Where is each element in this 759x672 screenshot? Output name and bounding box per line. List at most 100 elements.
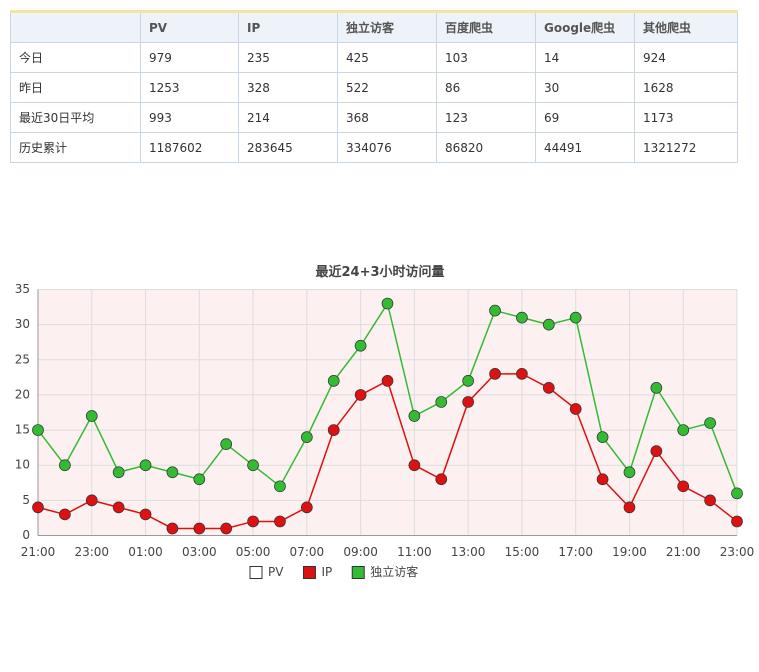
data-point [220,438,233,450]
chart: 最近24+3小时访问量 21:00 23:00 01:00 03:00 05:00 07:… [15,264,755,579]
x-tick-label: 21:00 [21,545,56,559]
data-point [408,459,421,472]
plot-area [38,289,737,536]
data-point [435,473,448,486]
data-point [274,480,286,493]
table-cell: 历史累计 [10,132,141,163]
y-tick-label: 35 [15,282,30,296]
table-cell: 1628 [634,72,738,103]
table-cell: IP [238,11,338,43]
data-point [381,375,394,387]
legend-label: 独立访客 [370,564,418,579]
table-cell: 昨日 [10,72,141,103]
table-cell: 69 [535,102,635,133]
data-point [516,367,528,380]
data-point [220,522,233,535]
data-point [650,445,663,458]
data-point [677,480,690,493]
x-tick-label: 13:00 [451,545,486,559]
data-point [327,424,340,436]
table-cell: 425 [337,42,437,73]
data-point [193,473,206,486]
legend-swatch [249,566,263,579]
table-row: 今日 979 235 425 103 14 924 [10,42,738,73]
data-point [731,487,743,500]
data-point [489,367,501,380]
data-point [85,410,98,422]
x-tick-label: 19:00 [612,545,647,559]
data-point [166,522,179,535]
x-tick-label: 23:00 [720,545,755,559]
table-cell: 522 [337,72,437,103]
data-point [300,431,313,443]
data-point [489,304,501,317]
data-point [32,501,44,514]
data-point [408,410,421,422]
data-point [112,501,125,514]
data-point [650,382,663,394]
data-point [32,424,44,436]
table-cell: 123 [436,102,536,133]
table-cell: 235 [238,42,338,73]
x-tick-label: 21:00 [666,545,701,559]
table-cell: 86820 [436,132,536,163]
x-tick-label: 03:00 [182,545,217,559]
x-tick-label: 23:00 [74,545,109,559]
x-tick-label: 05:00 [236,545,271,559]
y-tick-label: 25 [15,352,30,366]
legend-swatch [302,566,316,579]
data-point [166,466,179,479]
data-point [354,389,367,401]
legend-label: IP [321,565,332,579]
data-point [704,494,716,507]
data-point [516,311,528,324]
table-cell: 14 [535,42,635,73]
stats-table: PV IP 独立访客 百度爬虫 Google爬虫 其他爬虫 今日 979 235 425 103 14… [10,10,738,163]
data-point [731,515,743,528]
data-point [247,515,259,528]
y-tick-label: 15 [15,423,30,437]
legend-label: PV [268,565,284,579]
data-point [300,501,313,514]
x-tick-label: 17:00 [558,545,593,559]
data-point [354,339,367,352]
data-point [247,459,259,472]
table-cell: 368 [337,102,437,133]
x-tick-label: 01:00 [128,545,163,559]
data-point [596,431,609,443]
table-cell: 979 [140,42,239,73]
table-cell: 993 [140,102,239,133]
data-point [139,508,152,521]
table-cell: 1187602 [140,132,239,163]
y-tick-label: 0 [22,528,30,542]
table-cell: 独立访客 [337,11,437,43]
y-tick-label: 10 [15,458,30,472]
data-point [112,466,125,479]
data-point [704,417,716,429]
table-cell: 30 [535,72,635,103]
data-point [542,382,555,394]
y-tick-label: 5 [22,493,30,507]
data-point [623,501,636,514]
page: PV IP 独立访客 百度爬虫 Google爬虫 其他爬虫 今日 979 235 425 103 14… [10,10,755,579]
data-point [59,459,71,472]
x-tick-label: 11:00 [397,545,432,559]
table-cell: 328 [238,72,338,103]
data-point [542,318,555,331]
table-cell: 924 [634,42,738,73]
data-point [59,508,71,521]
data-point [139,459,152,472]
data-point [462,375,475,387]
table-cell: 最近30日平均 [10,102,141,133]
table-cell: 其他爬虫 [634,11,738,43]
data-point [381,297,394,310]
table-cell: 283645 [238,132,338,163]
y-tick-label: 30 [15,317,30,331]
data-point [569,311,582,324]
table-cell: 44491 [535,132,635,163]
data-point [623,466,636,479]
table-cell: 1253 [140,72,239,103]
x-tick-label: 15:00 [505,545,540,559]
table-cell: 1173 [634,102,738,133]
data-point [677,424,690,436]
